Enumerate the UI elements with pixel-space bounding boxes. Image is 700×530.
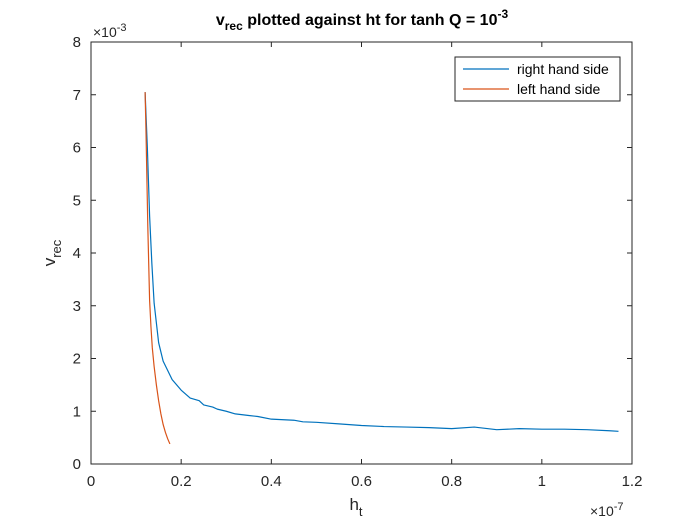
x-tick-label: 0.8	[441, 473, 462, 490]
y-tick-label: 7	[73, 87, 81, 104]
y-tick-label: 2	[73, 351, 81, 368]
chart-title: vrec plotted against ht for tanh Q = 10-…	[216, 7, 509, 33]
legend-box	[454, 56, 621, 102]
legend-entry-left-hand-side: left hand side	[517, 81, 600, 97]
series-line-right-hand-side	[144, 92, 619, 432]
x-tick-label: 0.2	[171, 473, 192, 490]
legend: right hand side left hand side	[454, 56, 621, 102]
x-axis-multiplier: ×10-7	[590, 501, 624, 519]
y-tick-label: 8	[73, 34, 81, 51]
y-tick-label: 1	[73, 403, 81, 420]
plot-area	[90, 41, 633, 465]
axis-ticks: 0 0.2 0.4 0.6 0.8 1 1.2 0 1 2 3 4 5 6 7 8	[73, 34, 643, 490]
x-tick-label: 0	[87, 473, 95, 490]
x-axis-label: ht	[349, 495, 362, 519]
y-tick-label: 6	[73, 140, 81, 157]
x-tick-label: 1.2	[622, 473, 643, 490]
y-tick-label: 3	[73, 298, 81, 315]
legend-entry-right-hand-side: right hand side	[517, 61, 609, 77]
x-tick-label: 0.6	[351, 473, 372, 490]
x-tick-label: 1	[538, 473, 546, 490]
series-layer	[144, 92, 619, 445]
y-axis-multiplier: ×10-3	[93, 22, 127, 40]
y-tick-label: 0	[73, 456, 81, 473]
x-tick-label: 0.4	[261, 473, 282, 490]
y-tick-label: 4	[73, 245, 81, 262]
y-tick-label: 5	[73, 192, 81, 209]
y-axis-label: vrec	[40, 239, 64, 266]
series-line-left-hand-side	[144, 92, 171, 445]
